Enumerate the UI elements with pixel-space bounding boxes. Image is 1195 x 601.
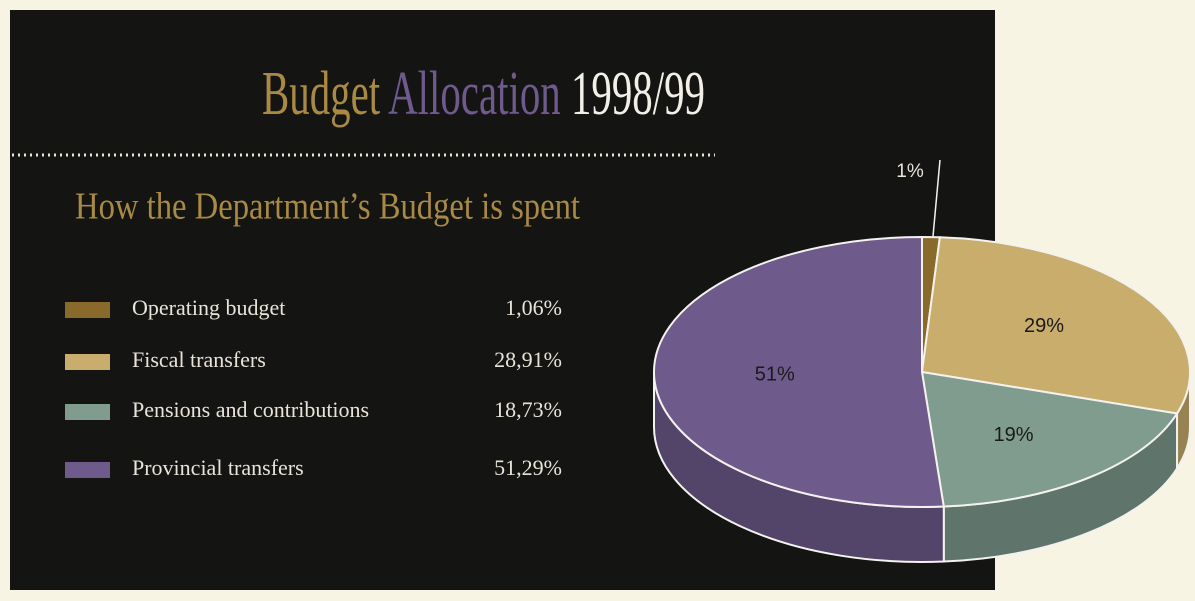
title-part: Budget [262,60,380,128]
chart-subtitle: How the Department’s Budget is spent [75,186,580,228]
slice-label: 1% [896,161,924,182]
title-part: 1998/99 [571,60,705,128]
legend-value: 51,29% [494,455,562,480]
leader-line [932,159,941,238]
slice-label: 19% [994,424,1034,446]
slice [653,235,945,508]
legend-label: Provincial transfers [132,455,304,480]
legend-value: 28,91% [494,347,562,372]
legend-swatch [65,462,110,478]
title-part: Allocation [388,60,561,128]
legend-value: 1,06% [505,295,562,320]
legend-value: 18,73% [494,397,562,422]
slice [920,236,1191,415]
chart-title: Budget Allocation 1998/99 [262,60,705,128]
slice-label: 29% [1024,315,1064,337]
legend-label: Pensions and contributions [132,397,369,422]
slice [920,370,1179,508]
legend-label: Operating budget [132,295,285,320]
legend-swatch [65,354,110,370]
legend-label: Fiscal transfers [132,347,266,372]
legend-swatch [65,302,110,318]
slice-label: 51% [755,364,795,386]
legend-swatch [65,404,110,420]
